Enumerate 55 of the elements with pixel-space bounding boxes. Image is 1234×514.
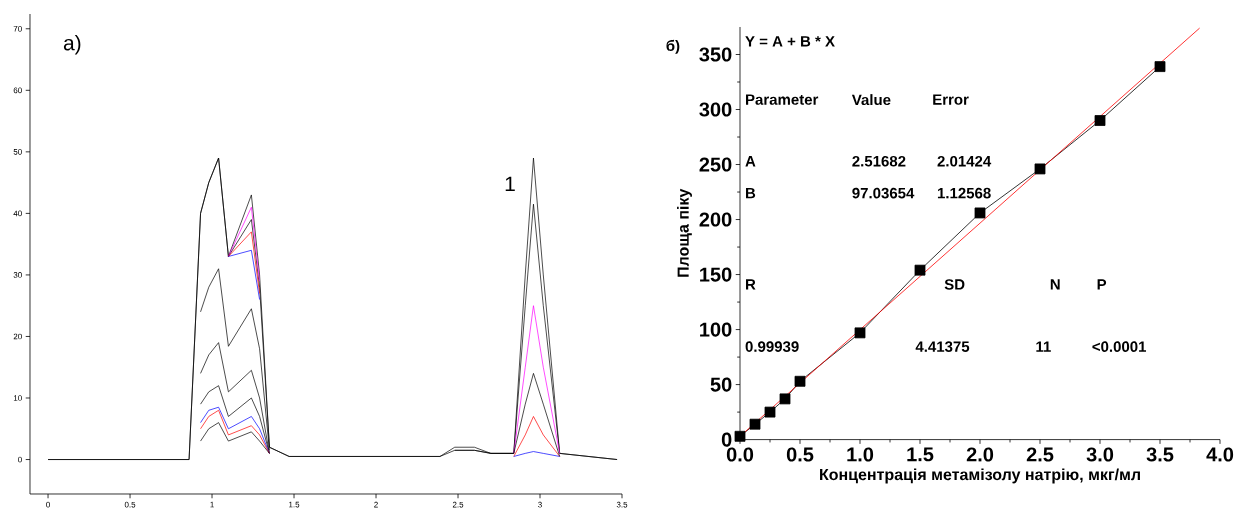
x-tick-label: 0.5 — [786, 447, 814, 462]
y-tick-label: 40 — [13, 210, 22, 217]
x-axis-title: Концентрація метамізолу натрію, мкг/мл — [820, 468, 1140, 484]
annotation: Parameter — [746, 94, 819, 105]
x-tick-label: 1.5 — [289, 501, 300, 508]
y-tick-label: 20 — [13, 333, 22, 340]
x-tick-label: 0.5 — [124, 501, 136, 508]
y-tick-label: 60 — [13, 87, 22, 94]
annotation: 2.01424 — [937, 155, 992, 167]
annotation: N — [1050, 279, 1060, 290]
x-tick-label: 2.5 — [452, 501, 464, 508]
annotation: B — [746, 187, 756, 199]
x-tick-label: 0 — [46, 501, 50, 508]
x-tick-label: 3.0 — [1086, 447, 1114, 462]
y-tick-label: 250 — [699, 157, 732, 172]
y-tick-label: 300 — [699, 102, 732, 117]
y-tick-label: 350 — [699, 47, 732, 62]
x-tick-label: 2 — [374, 501, 378, 508]
annotation: 1 — [505, 176, 515, 192]
y-tick-label: 30 — [13, 272, 22, 278]
annotation: A — [745, 156, 756, 167]
x-tick-label: 2.0 — [966, 447, 994, 462]
annotation: a) — [63, 34, 81, 55]
annotation: Y = A + B * X — [745, 36, 835, 47]
annotation: 4.41375 — [915, 341, 970, 352]
annotation: 0.99939 — [745, 341, 799, 352]
x-tick-label: 1.0 — [847, 447, 874, 462]
annotation: <0.0001 — [1092, 341, 1147, 352]
y-tick-label: 50 — [13, 149, 22, 155]
text: б) — [666, 39, 680, 54]
y-tick-label: 0 — [721, 432, 732, 447]
annotation: 11 — [1036, 341, 1051, 352]
y-tick-label: 200 — [699, 212, 732, 227]
annotation: Error — [933, 94, 969, 105]
annotation: SD — [944, 279, 965, 290]
x-tick-label: 1.5 — [907, 447, 934, 462]
x-tick-label: 2.5 — [1026, 447, 1054, 462]
x-tick-label: 3.5 — [616, 501, 628, 508]
x-tick-label: 0.0 — [726, 447, 754, 462]
annotation: P — [1097, 279, 1107, 290]
annotation: 2.51682 — [852, 155, 906, 167]
annotation: Value — [851, 94, 891, 106]
x-tick-label: 1 — [210, 501, 214, 508]
y-tick-label: 100 — [700, 322, 732, 337]
annotation: 1.12568 — [937, 187, 991, 199]
y-tick-label: 10 — [13, 395, 22, 401]
y-tick-label: 150 — [700, 267, 732, 282]
x-tick-label: 3.5 — [1146, 447, 1174, 462]
y-axis-title: Площа піку — [677, 188, 692, 277]
y-tick-label: 70 — [13, 25, 22, 32]
y-tick-label: 50 — [710, 377, 732, 392]
x-tick-label: 4.0 — [1206, 447, 1234, 462]
annotation: R — [746, 279, 756, 290]
annotation: 97.03654 — [852, 187, 915, 199]
x-tick-label: 3 — [538, 501, 542, 508]
